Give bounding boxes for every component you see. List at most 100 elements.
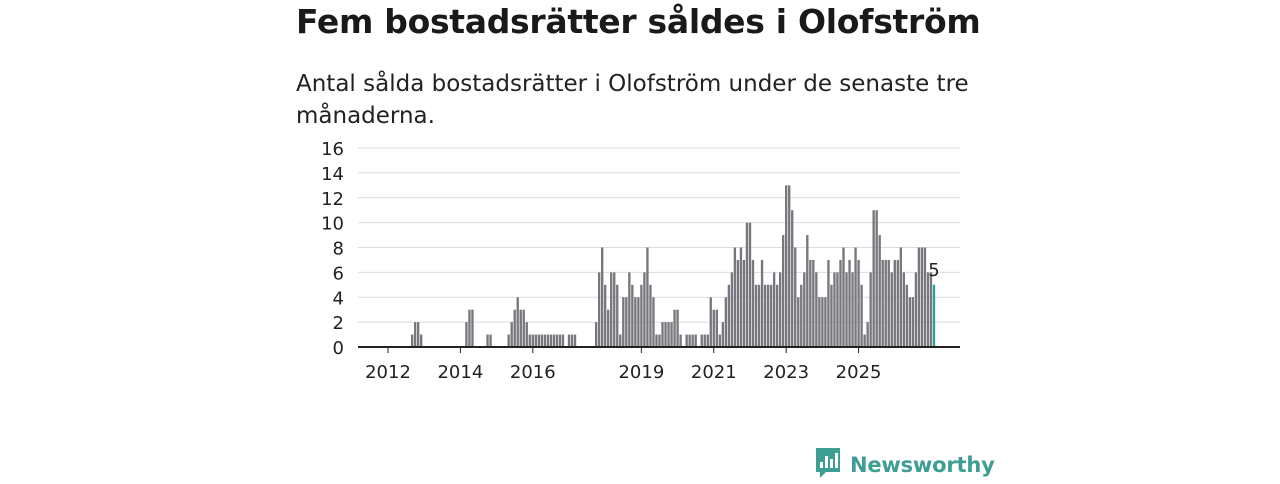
x-tick-label: 2021 [691, 362, 737, 383]
y-tick-label: 16 [321, 139, 344, 160]
bar [519, 309, 522, 347]
bar [800, 284, 803, 347]
bar [788, 185, 791, 347]
bar [655, 334, 658, 347]
bar [863, 334, 866, 347]
bar [549, 334, 553, 347]
bar [685, 334, 688, 347]
bar [637, 297, 640, 347]
bar [881, 259, 884, 347]
bar [688, 334, 691, 347]
bar [709, 297, 712, 347]
bar [703, 334, 706, 347]
bar [857, 259, 860, 347]
bar [528, 334, 531, 347]
bar [516, 297, 519, 347]
bar [929, 272, 933, 347]
bar [803, 272, 806, 347]
bar [917, 247, 921, 347]
bar [546, 334, 550, 347]
y-tick-label: 8 [333, 239, 344, 260]
bar [845, 272, 848, 347]
bar [914, 272, 918, 347]
bar [706, 334, 709, 347]
bar [727, 284, 731, 347]
bar [694, 334, 697, 347]
bar [634, 297, 637, 347]
bar [594, 322, 598, 347]
bar [664, 322, 667, 347]
bar [848, 259, 851, 347]
bar [778, 272, 782, 347]
bar [797, 297, 800, 347]
bar [670, 322, 673, 347]
bar [772, 272, 776, 347]
bar [751, 259, 755, 347]
bar [616, 284, 619, 347]
bar [561, 334, 565, 347]
bar [465, 322, 468, 347]
bar [646, 247, 649, 347]
bar [661, 322, 664, 347]
bar [884, 259, 887, 347]
x-tick-label: 2014 [437, 362, 483, 383]
newsworthy-logo-icon [814, 446, 842, 484]
bar [619, 334, 622, 347]
bar [573, 334, 577, 347]
bar [730, 272, 734, 347]
bar [742, 259, 746, 347]
bar [628, 272, 631, 347]
y-tick-label: 4 [333, 288, 344, 309]
bar [715, 309, 718, 347]
bar [558, 334, 562, 347]
bar [525, 322, 528, 347]
bar [911, 297, 915, 347]
bar [604, 284, 607, 347]
bar [700, 334, 703, 347]
bar [851, 272, 854, 347]
bar [830, 284, 833, 347]
bar [625, 297, 628, 347]
bar [854, 247, 857, 347]
bar [818, 297, 821, 347]
bar [543, 334, 547, 347]
bar [570, 334, 574, 347]
bar [416, 322, 420, 347]
bar [769, 284, 773, 347]
bar [712, 309, 715, 347]
bar [610, 272, 613, 347]
bar [471, 309, 474, 347]
value-label: 5 [928, 260, 939, 281]
bar [875, 210, 878, 347]
bar [540, 334, 544, 347]
bar [420, 334, 423, 347]
bar [718, 334, 721, 347]
bar [736, 259, 740, 347]
y-tick-label: 6 [333, 263, 344, 284]
brand-name: Newsworthy [850, 453, 995, 477]
bar [667, 322, 670, 347]
bar [866, 322, 869, 347]
chart-subtitle: Antal sålda bostadsrätter i Olofström un… [296, 71, 969, 129]
bar [555, 334, 559, 347]
bar [809, 259, 812, 347]
bar [745, 222, 749, 347]
bar [833, 272, 836, 347]
bar [489, 334, 492, 347]
bar [724, 297, 728, 347]
bar [613, 272, 616, 347]
x-tick-label: 2016 [510, 362, 556, 383]
x-tick-label: 2023 [763, 362, 809, 383]
bar [794, 247, 797, 347]
bar [902, 272, 906, 347]
y-tick-label: 10 [321, 214, 344, 235]
bar [827, 259, 830, 347]
bar [908, 297, 912, 347]
bar [510, 322, 513, 347]
bar [537, 334, 541, 347]
bar [552, 334, 556, 347]
bar [869, 272, 872, 347]
bar [781, 235, 785, 347]
bar [926, 272, 930, 347]
bar [410, 334, 414, 347]
